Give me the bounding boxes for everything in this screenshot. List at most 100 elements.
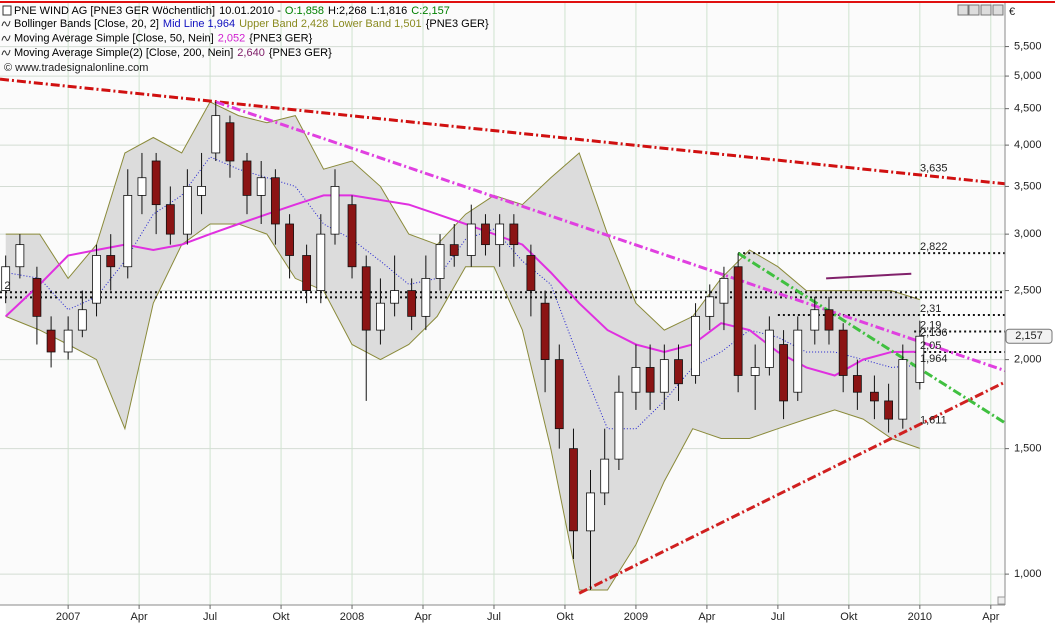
currency: €: [1009, 6, 1015, 18]
button-prev[interactable]: [957, 4, 969, 16]
candle-body: [137, 177, 147, 196]
button-close[interactable]: [992, 4, 1004, 16]
resize-handle[interactable]: [997, 596, 1006, 605]
candle-body: [302, 255, 312, 291]
window-buttons[interactable]: [957, 4, 1004, 16]
indicator-line: Moving Average Simple [Close, 50, Nein] 2…: [14, 32, 313, 44]
button-restore[interactable]: [980, 4, 992, 16]
candle-body: [764, 329, 774, 368]
indicator-value: Mid Line 1,964: [163, 18, 235, 30]
candle-body: [614, 391, 624, 460]
candle-body: [600, 458, 610, 494]
legend-header: PNE WIND AG [PNE3 GER Wöchentlich] 10.01.…: [1, 5, 489, 74]
level-label: 3,635: [920, 163, 948, 175]
candle-body: [123, 195, 133, 268]
candle-body: [705, 296, 715, 317]
x-tick-label: 2009: [624, 611, 648, 623]
candle-body: [182, 186, 192, 235]
candle-body: [540, 302, 550, 361]
candle-body: [15, 244, 25, 268]
x-tick-label: 2008: [340, 611, 364, 623]
y-tick-label: 2,500: [1014, 284, 1042, 296]
candle-body: [793, 329, 803, 393]
candle-body: [554, 359, 564, 430]
candle-body: [674, 359, 683, 385]
header-item: PNE WIND AG [PNE3 GER Wöchentlich]: [14, 5, 215, 17]
candle-body: [838, 329, 848, 376]
y-tick-label: 5,500: [1014, 40, 1042, 52]
y-tick-label: 3,000: [1014, 228, 1042, 240]
candle-body: [824, 309, 834, 331]
candle-body: [92, 255, 101, 304]
header-item: O:1,858: [285, 5, 324, 17]
candle-body: [495, 223, 505, 246]
candle-body: [390, 290, 400, 304]
candle-body: [852, 375, 862, 393]
candle-body: [810, 309, 820, 331]
candle-body: [421, 278, 431, 317]
candle-body: [330, 186, 340, 235]
candle-body: [407, 290, 417, 317]
trendline: [578, 380, 1006, 595]
corner: [1006, 606, 1055, 633]
x-tick-label: Jul: [203, 611, 217, 623]
legend-icon: [1, 35, 11, 41]
trendline: [0, 77, 1006, 186]
level-label: 2,31: [920, 303, 941, 315]
candle-body: [659, 359, 669, 393]
candle-body: [779, 344, 788, 402]
candle-body: [691, 315, 700, 376]
candle-body: [242, 160, 252, 196]
candle-body: [32, 278, 42, 317]
button-next[interactable]: [968, 4, 980, 16]
x-tick-label: 2010: [908, 611, 932, 623]
indicator-line: Bollinger Bands [Close, 20, 2] Mid Line 1…: [14, 18, 489, 30]
candle-body: [77, 309, 87, 331]
candle-body: [586, 492, 595, 532]
candle-body: [569, 448, 578, 532]
level-label: 1,611: [920, 414, 947, 426]
candle-body: [285, 223, 294, 256]
level-label: 2,19: [920, 319, 941, 331]
x-tick-label: Okt: [556, 611, 573, 623]
candle-body: [435, 244, 445, 279]
header-line: PNE WIND AG [PNE3 GER Wöchentlich] 10.01.…: [14, 5, 450, 17]
indicator-value: Lower Band 1,501: [332, 18, 421, 30]
indicator-label: Moving Average Simple [Close, 50, Nein]: [14, 32, 214, 44]
bollinger-upper: [5, 101, 920, 331]
y-tick-label: 1,500: [1014, 443, 1042, 455]
indicator-value: 2,052: [218, 32, 246, 44]
candle-body: [509, 223, 519, 246]
y-tick-label: 2,000: [1014, 354, 1042, 366]
candle-body: [165, 204, 175, 235]
level-label: 2: [4, 280, 10, 292]
y-tick-label: 1,000: [1014, 568, 1042, 580]
level-label: 2,136: [920, 327, 948, 339]
candle-body: [211, 115, 221, 154]
candle-body: [645, 367, 655, 393]
symbol-icon: [2, 5, 12, 16]
candle-body: [915, 335, 925, 383]
candle-body: [750, 367, 760, 376]
x-tick-label: Apr: [131, 611, 148, 623]
x-tick-label: 2007: [56, 611, 80, 623]
candle-body: [63, 329, 73, 353]
x-tick-label: Okt: [272, 611, 289, 623]
header-item: 10.01.2010 -: [219, 5, 281, 17]
candle-body: [631, 367, 641, 393]
candle-body: [151, 160, 161, 206]
trendline: [737, 252, 1006, 425]
header-item: H:2,268: [328, 5, 367, 17]
x-tick-label: Apr: [982, 611, 999, 623]
candle-body: [361, 266, 371, 331]
indicator-suffix: {PNE3 GER}: [249, 32, 312, 44]
indicator-value: Upper Band 2,428: [239, 18, 328, 30]
candle-body: [898, 359, 908, 420]
level-label: 2,822: [920, 241, 948, 253]
candle-body: [256, 177, 266, 196]
indicator-label: Bollinger Bands [Close, 20, 2]: [14, 18, 159, 30]
last-price-box: [1005, 328, 1053, 344]
candle-body: [733, 266, 743, 376]
candle-body: [376, 302, 385, 331]
